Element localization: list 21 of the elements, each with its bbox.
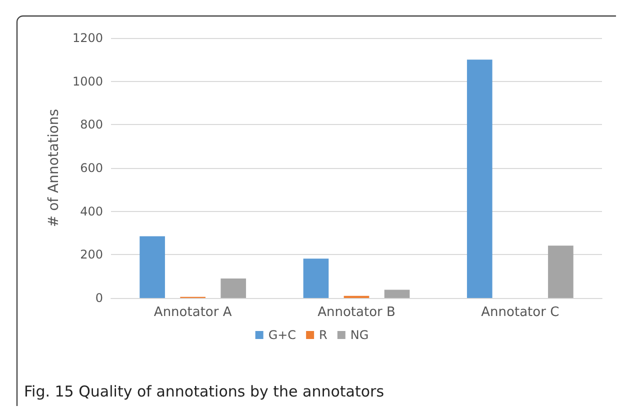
y-tick-label: 200 — [80, 248, 103, 262]
bar — [220, 278, 246, 298]
bar — [548, 246, 574, 298]
bar — [303, 258, 329, 298]
y-tick-label: 0 — [95, 291, 103, 305]
legend-label: G+C — [268, 328, 296, 342]
y-tick-label: 1000 — [72, 74, 103, 88]
legend-label: NG — [350, 328, 369, 342]
y-axis-title: # of Annotations — [46, 108, 62, 228]
y-tick-label: 400 — [80, 204, 103, 218]
y-tick-label: 600 — [80, 161, 103, 175]
y-tick-label: 1200 — [72, 31, 103, 45]
x-tick-label: Annotator B — [318, 305, 396, 320]
x-tick-label: Annotator A — [154, 305, 232, 320]
x-tick-label: Annotator C — [481, 305, 560, 320]
bar — [140, 236, 165, 298]
legend-label: R — [319, 328, 328, 342]
caption: Fig. 15 Quality of annotations by the annotators — [24, 382, 384, 400]
y-tick-label: 800 — [80, 118, 103, 132]
bar — [384, 290, 410, 298]
bar — [466, 60, 492, 298]
